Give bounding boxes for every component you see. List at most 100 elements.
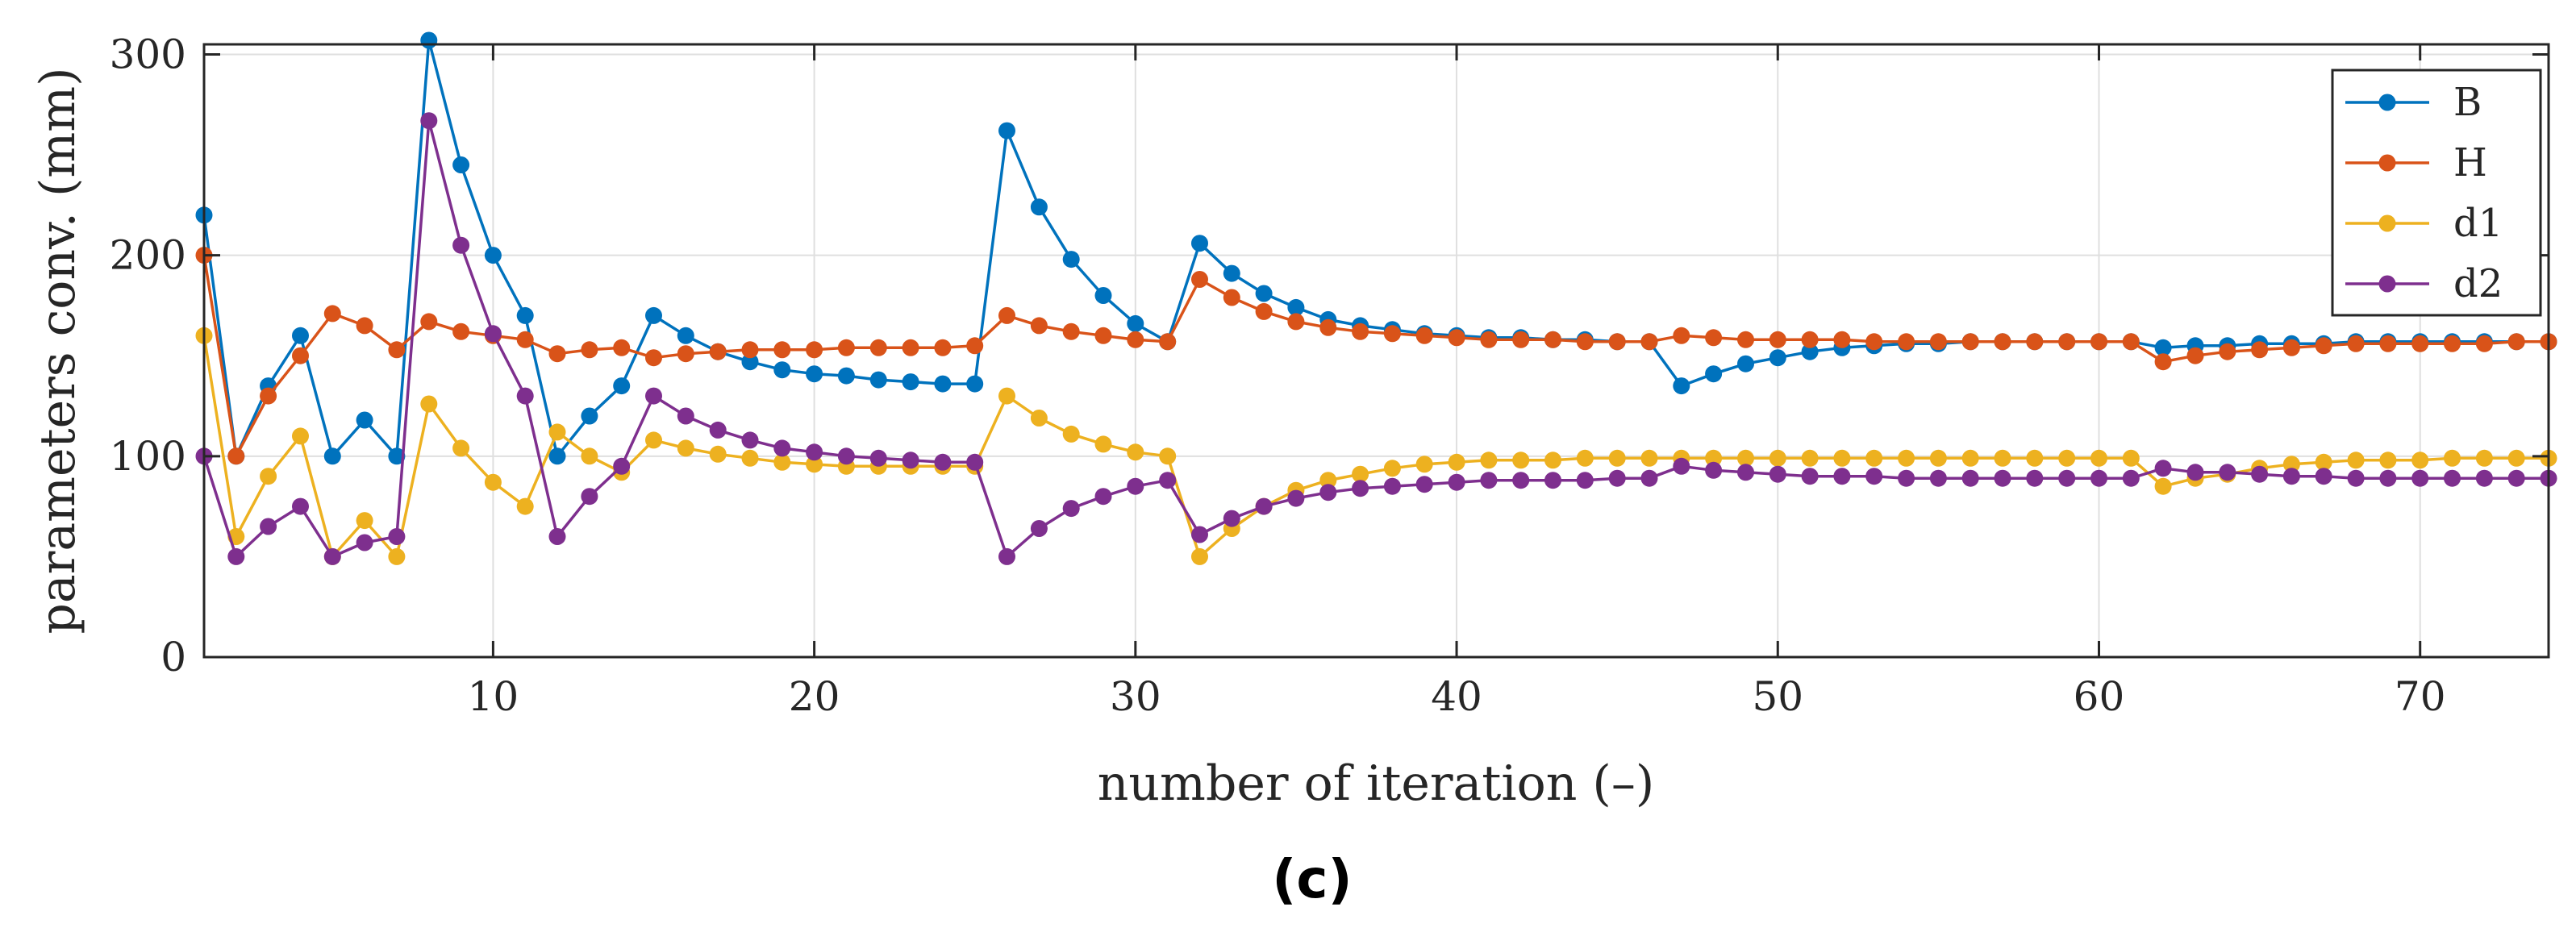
- data-point-d1: [2282, 456, 2300, 473]
- data-point-d2: [227, 547, 245, 565]
- data-point-H: [837, 339, 855, 356]
- data-point-d2: [356, 534, 373, 551]
- data-point-d2: [1094, 488, 1112, 506]
- data-point-d2: [645, 387, 662, 405]
- data-point-d1: [1512, 452, 1530, 469]
- y-tick-label: 300: [110, 31, 186, 77]
- data-point-d2: [1448, 473, 1465, 491]
- data-point-d1: [1898, 449, 1915, 467]
- data-point-d1: [2411, 452, 2429, 469]
- data-point-H: [709, 343, 727, 360]
- data-point-d2: [1159, 472, 1177, 489]
- data-point-d2: [1833, 468, 1851, 485]
- data-point-d2: [484, 325, 502, 343]
- legend-item-H[interactable]: H: [2345, 140, 2487, 185]
- data-point-H: [1094, 327, 1112, 344]
- data-point-d2: [1801, 468, 1819, 485]
- x-tick-label: 40: [1431, 673, 1482, 720]
- data-point-H: [2379, 335, 2397, 352]
- data-point-d1: [484, 473, 502, 491]
- data-point-d1: [2475, 449, 2493, 467]
- data-point-d1: [741, 449, 759, 467]
- data-point-B: [1255, 285, 1273, 302]
- x-tick-label: 50: [1752, 673, 1803, 720]
- data-point-d2: [323, 547, 341, 565]
- data-point-d1: [1961, 449, 1979, 467]
- data-point-H: [227, 447, 245, 465]
- data-point-B: [998, 122, 1015, 139]
- x-tick-label: 30: [1110, 673, 1161, 720]
- data-point-d1: [1191, 547, 1208, 565]
- data-point-H: [869, 339, 887, 356]
- series-d1: [195, 327, 2557, 565]
- y-tick-label: 100: [110, 433, 186, 480]
- data-point-d1: [773, 453, 791, 471]
- data-point-B: [484, 247, 502, 264]
- data-point-d1: [1705, 449, 1723, 467]
- data-point-H: [934, 339, 952, 356]
- data-point-d2: [452, 236, 470, 254]
- legend-item-d2[interactable]: d2: [2345, 261, 2503, 306]
- data-point-d2: [869, 449, 887, 467]
- data-point-d2: [2122, 469, 2140, 487]
- data-point-H: [2058, 333, 2076, 351]
- data-point-d1: [2122, 449, 2140, 467]
- legend-item-B[interactable]: B: [2345, 80, 2482, 125]
- data-point-H: [1448, 329, 1465, 347]
- data-point-d2: [420, 112, 438, 130]
- data-point-d1: [1929, 449, 1947, 467]
- data-point-d1: [1383, 460, 1401, 477]
- data-point-d1: [1801, 449, 1819, 467]
- data-point-H: [452, 323, 470, 340]
- legend-item-d1[interactable]: d1: [2345, 201, 2503, 246]
- data-point-d2: [1062, 500, 1080, 518]
- legend-marker: [2378, 214, 2396, 232]
- data-point-H: [2315, 337, 2332, 355]
- data-point-d1: [1833, 449, 1851, 467]
- data-point-H: [966, 337, 984, 355]
- data-point-H: [388, 341, 406, 359]
- data-point-H: [548, 345, 566, 363]
- data-point-d2: [1640, 469, 1658, 487]
- data-point-d1: [581, 447, 598, 465]
- series-d2: [195, 112, 2557, 565]
- data-point-H: [1673, 327, 1690, 344]
- data-point-B: [388, 447, 406, 465]
- legend-marker: [2378, 275, 2396, 293]
- data-point-B: [1705, 365, 1723, 383]
- series-line-B: [202, 39, 2549, 458]
- data-point-H: [1769, 331, 1786, 348]
- data-point-H: [1865, 333, 1883, 351]
- data-point-d2: [1737, 464, 1754, 481]
- data-point-H: [1544, 331, 1561, 348]
- data-point-d1: [2507, 449, 2525, 467]
- data-point-d1: [2315, 453, 2332, 471]
- data-point-d2: [548, 528, 566, 545]
- data-point-d2: [1673, 457, 1690, 475]
- data-point-H: [741, 341, 759, 359]
- data-point-H: [1737, 331, 1754, 348]
- data-point-H: [773, 341, 791, 359]
- data-point-d1: [260, 468, 277, 485]
- data-point-H: [1929, 333, 1947, 351]
- data-point-d2: [1223, 510, 1240, 527]
- x-tick-label: 10: [468, 673, 519, 720]
- data-point-H: [1127, 331, 1144, 348]
- data-point-H: [1255, 302, 1273, 320]
- data-point-B: [356, 411, 373, 429]
- data-point-B: [1094, 287, 1112, 304]
- data-point-H: [2090, 333, 2107, 351]
- data-point-H: [420, 313, 438, 331]
- data-point-d2: [1608, 469, 1626, 487]
- legend-label: d2: [2453, 261, 2503, 306]
- data-point-d2: [2058, 469, 2076, 487]
- data-point-d2: [806, 443, 823, 461]
- data-point-H: [1223, 289, 1240, 306]
- data-point-d1: [677, 439, 694, 457]
- data-point-H: [1383, 325, 1401, 343]
- data-point-d1: [2379, 452, 2397, 469]
- data-point-H: [998, 306, 1015, 324]
- data-point-d2: [709, 421, 727, 439]
- series-H: [195, 247, 2557, 465]
